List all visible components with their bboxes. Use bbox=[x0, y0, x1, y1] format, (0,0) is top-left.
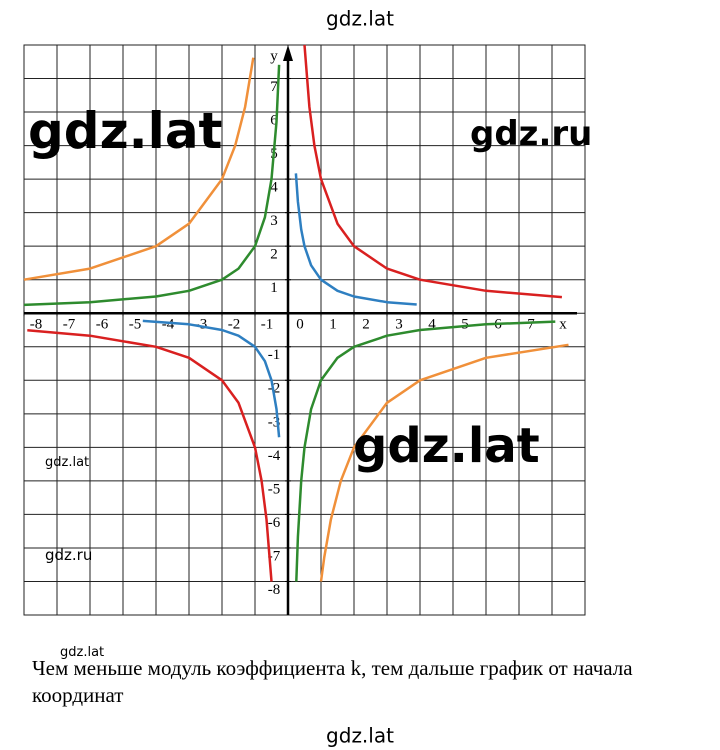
watermark: gdz.lat bbox=[60, 645, 104, 660]
y-tick-label: -6 bbox=[268, 515, 281, 531]
hyperbola bbox=[142, 173, 417, 438]
x-tick-label: 1 bbox=[329, 317, 337, 333]
watermark: gdz.ru bbox=[45, 546, 92, 564]
y-tick-label: -1 bbox=[268, 347, 281, 363]
y-arrow bbox=[283, 45, 293, 61]
y-tick-label: 4 bbox=[270, 180, 278, 196]
x-tick-label: 3 bbox=[395, 317, 403, 333]
y-tick-label: -8 bbox=[268, 582, 281, 598]
x-tick-label: -1 bbox=[261, 317, 274, 333]
x-axis-label: x bbox=[559, 317, 567, 333]
y-tick-label: 3 bbox=[270, 213, 278, 229]
x-tick-label: 0 bbox=[296, 317, 304, 333]
x-tick-label: -5 bbox=[129, 317, 142, 333]
x-tick-label: -6 bbox=[96, 317, 109, 333]
y-tick-label: -4 bbox=[268, 448, 281, 464]
x-tick-label: -8 bbox=[30, 317, 43, 333]
x-tick-label: 5 bbox=[461, 317, 469, 333]
y-tick-label: 7 bbox=[270, 79, 278, 95]
footer: gdz.lat bbox=[326, 724, 394, 748]
x-tick-label: -7 bbox=[63, 317, 76, 333]
watermark: gdz.ru bbox=[470, 114, 592, 154]
watermark: gdz.lat bbox=[45, 455, 89, 470]
hyperbola bbox=[23, 64, 556, 582]
plot: xy-8 -7 -6 -5 -4 -3 -2 -1 0 1 2 3 4 5 6 7-8-7-6-5-4-3-2… bbox=[23, 44, 586, 616]
watermark: gdz.lat bbox=[28, 102, 222, 160]
x-tick-label: 7 bbox=[527, 317, 535, 333]
x-tick-label: 2 bbox=[362, 317, 370, 333]
hyperbola bbox=[23, 57, 569, 582]
y-tick-label: 2 bbox=[270, 247, 278, 263]
hyperbola bbox=[27, 44, 563, 582]
y-tick-label: 6 bbox=[270, 112, 278, 128]
y-axis-label: y bbox=[270, 48, 278, 64]
watermark: gdz.lat bbox=[353, 418, 540, 474]
y-tick-label: 1 bbox=[270, 280, 278, 296]
x-tick-label: -4 bbox=[162, 317, 175, 333]
x-tick-label: 4 bbox=[428, 317, 436, 333]
x-tick-label: -2 bbox=[228, 317, 241, 333]
y-tick-label: -5 bbox=[268, 481, 281, 497]
page-title: gdz.lat bbox=[326, 7, 394, 31]
x-tick-label: -3 bbox=[195, 317, 208, 333]
caption: Чем меньше модуль коэффициента k, тем да… bbox=[32, 656, 633, 707]
